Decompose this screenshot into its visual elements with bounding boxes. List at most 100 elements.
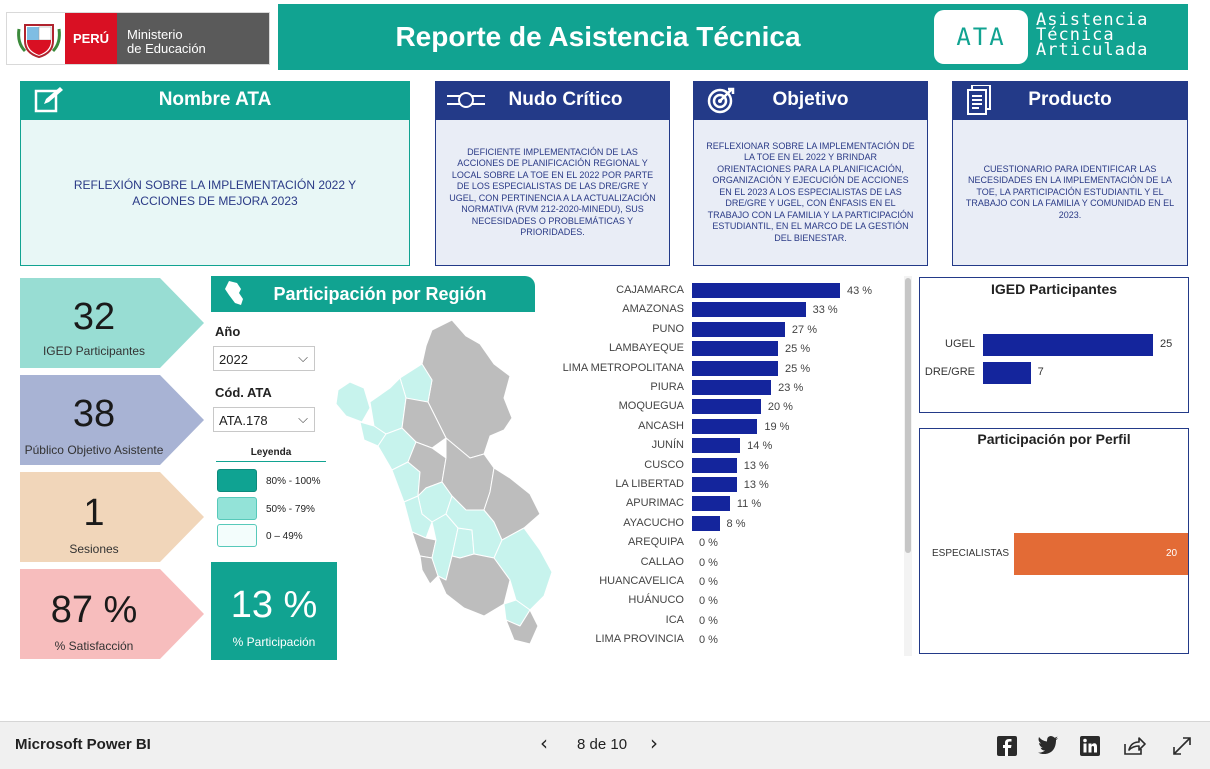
nudo-critico-header: Nudo Crítico [435,81,670,119]
nombre-ata-title: Nombre ATA [158,89,272,110]
iged-bar-value: 25 [1160,338,1173,350]
knot-icon [447,92,485,108]
peru-region-map[interactable] [334,318,560,650]
legend-title: Leyenda [216,447,326,462]
ata-wordmark-line2: Técnica [1036,25,1115,45]
region-bar-value: 0 % [699,614,718,627]
region-bar-label: HUANCAVELICA [599,575,684,587]
iged-chart-panel: IGED Participantes UGEL 25 DRE/GRE 7 [919,277,1189,413]
twitter-icon[interactable] [1038,736,1058,754]
code-label: Cód. ATA [215,385,272,400]
region-arequipa [437,553,511,617]
coat-of-arms-icon [17,24,61,59]
region-bar[interactable] [692,302,806,318]
region-bar-value: 0 % [699,634,718,647]
region-bar-label: AYACUCHO [623,516,684,529]
region-bar[interactable] [692,341,779,357]
year-dropdown[interactable]: 2022 ⌵ [213,346,315,371]
region-bar[interactable] [692,418,758,434]
region-tacna [505,609,539,645]
powerbi-brand[interactable]: Microsoft Power BI [15,736,151,753]
region-bar-label: JUNÍN [651,439,684,452]
region-chart-scrollbar[interactable] [904,276,912,656]
region-bar[interactable] [692,515,720,531]
facebook-icon[interactable] [997,736,1017,756]
region-bar[interactable] [692,438,741,454]
linkedin-icon[interactable] [1080,736,1100,756]
region-bar-label: LIMA METROPOLITANA [562,361,684,374]
region-bar-chart: CAJAMARCA 43 % AMAZONAS 33 % PUNO 27 % LAMBAYE… [534,280,904,652]
region-bar-label: APURIMAC [625,497,684,510]
perfil-chart-title: Participación por Perfil [977,431,1131,447]
region-cajamarca [369,377,407,435]
producto-title: Producto [1028,89,1112,110]
code-dropdown[interactable]: ATA.178 ⌵ [213,407,315,432]
kpi-iged-value: 32 [72,296,116,338]
region-bar-value: 13 % [743,459,769,472]
region-bar-value: 23 % [778,382,804,394]
fullscreen-icon[interactable] [1172,736,1192,756]
legend-swatch-low [217,524,257,547]
legend-swatch-mid [217,497,257,520]
participation-card: 13 % % Participación [211,562,337,660]
region-bar-label: HUÁNUCO [628,594,684,607]
iged-chart-title: IGED Participantes [990,281,1118,297]
region-bar-value: 43 % [847,285,873,297]
region-bar[interactable] [692,360,779,376]
participation-value: 13 % [230,584,318,626]
region-bar-label: CALLAO [640,555,684,568]
perfil-bar[interactable] [1014,533,1188,575]
region-title: Participación por Región [273,283,487,304]
region-bar-label: AMAZONAS [622,303,684,316]
kpi-sesiones-label: Sesiones [69,542,119,556]
region-piura [335,381,371,423]
producto-header: Producto [952,81,1188,119]
objetivo-title: Objetivo [772,89,849,110]
year-label: Año [215,324,241,339]
producto-body: CUESTIONARIO PARA IDENTIFICAR LAS NECESI… [952,119,1188,266]
region-bar[interactable] [692,496,730,512]
region-bar-value: 0 % [699,537,718,550]
perfil-bar-value: 20 [1166,548,1178,559]
region-bar[interactable] [692,477,737,492]
region-bar[interactable] [692,321,785,337]
iged-bar[interactable] [983,334,1153,356]
region-bar-label: ANCASH [638,419,684,432]
kpi-iged-arrow [20,278,204,368]
edit-icon [34,87,63,113]
nombre-ata-body: REFLEXIÓN SOBRE LA IMPLEMENTACIÓN 2022 Y… [20,119,410,266]
region-bar-label: LA LIBERTAD [615,478,684,490]
region-bar[interactable] [692,399,761,415]
perfil-bar-chart: ESPECIALISTAS 20 [920,429,1188,653]
iged-bar[interactable] [983,362,1031,384]
region-bar[interactable] [692,283,840,298]
kpi-satisfaccion-label: % Satisfacción [54,639,134,653]
share-icon[interactable] [1124,736,1146,756]
region-bar[interactable] [692,380,772,395]
objetivo-body: REFLEXIONAR SOBRE LA IMPLEMENTACIÓN DE L… [693,119,928,266]
ata-wordmark-line1: Asistencia [1036,10,1149,30]
participation-label: % Participación [232,635,316,649]
kpi-sesiones-value: 1 [83,492,105,534]
region-bar[interactable] [692,457,737,473]
scrollbar-thumb[interactable] [905,278,911,553]
target-icon [707,87,735,114]
region-bar-label: CAJAMARCA [616,284,684,296]
iged-bar-label: DRE/GRE [924,366,975,378]
page-indicator: 8 de 10 [577,736,628,753]
prev-page-button[interactable]: ‹ [540,731,548,755]
kpi-publico: 38 Público Objetivo Asistente [20,375,204,465]
page-title: Reporte de Asistencia Técnica [395,21,801,52]
next-page-button[interactable]: › [650,731,658,755]
peru-map-icon [225,281,243,305]
region-bar-label: ICA [665,613,684,626]
perfil-chart-panel: Participación por Perfil ESPECIALISTAS 20 [919,428,1189,654]
region-bar-value: 27 % [791,323,817,336]
region-bar-label: LIMA PROVINCIA [595,633,684,646]
code-value: ATA.178 [219,413,268,428]
logo-ministry-line2: de Educación [127,41,206,56]
ata-wordmark: Asistencia Técnica Articulada [1036,10,1149,60]
kpi-iged: 32 IGED Participantes [20,278,204,368]
nudo-critico-body: DEFICIENTE IMPLEMENTACIÓN DE LAS ACCIONE… [435,119,670,266]
ata-wordmark-line3: Articulada [1036,40,1149,60]
